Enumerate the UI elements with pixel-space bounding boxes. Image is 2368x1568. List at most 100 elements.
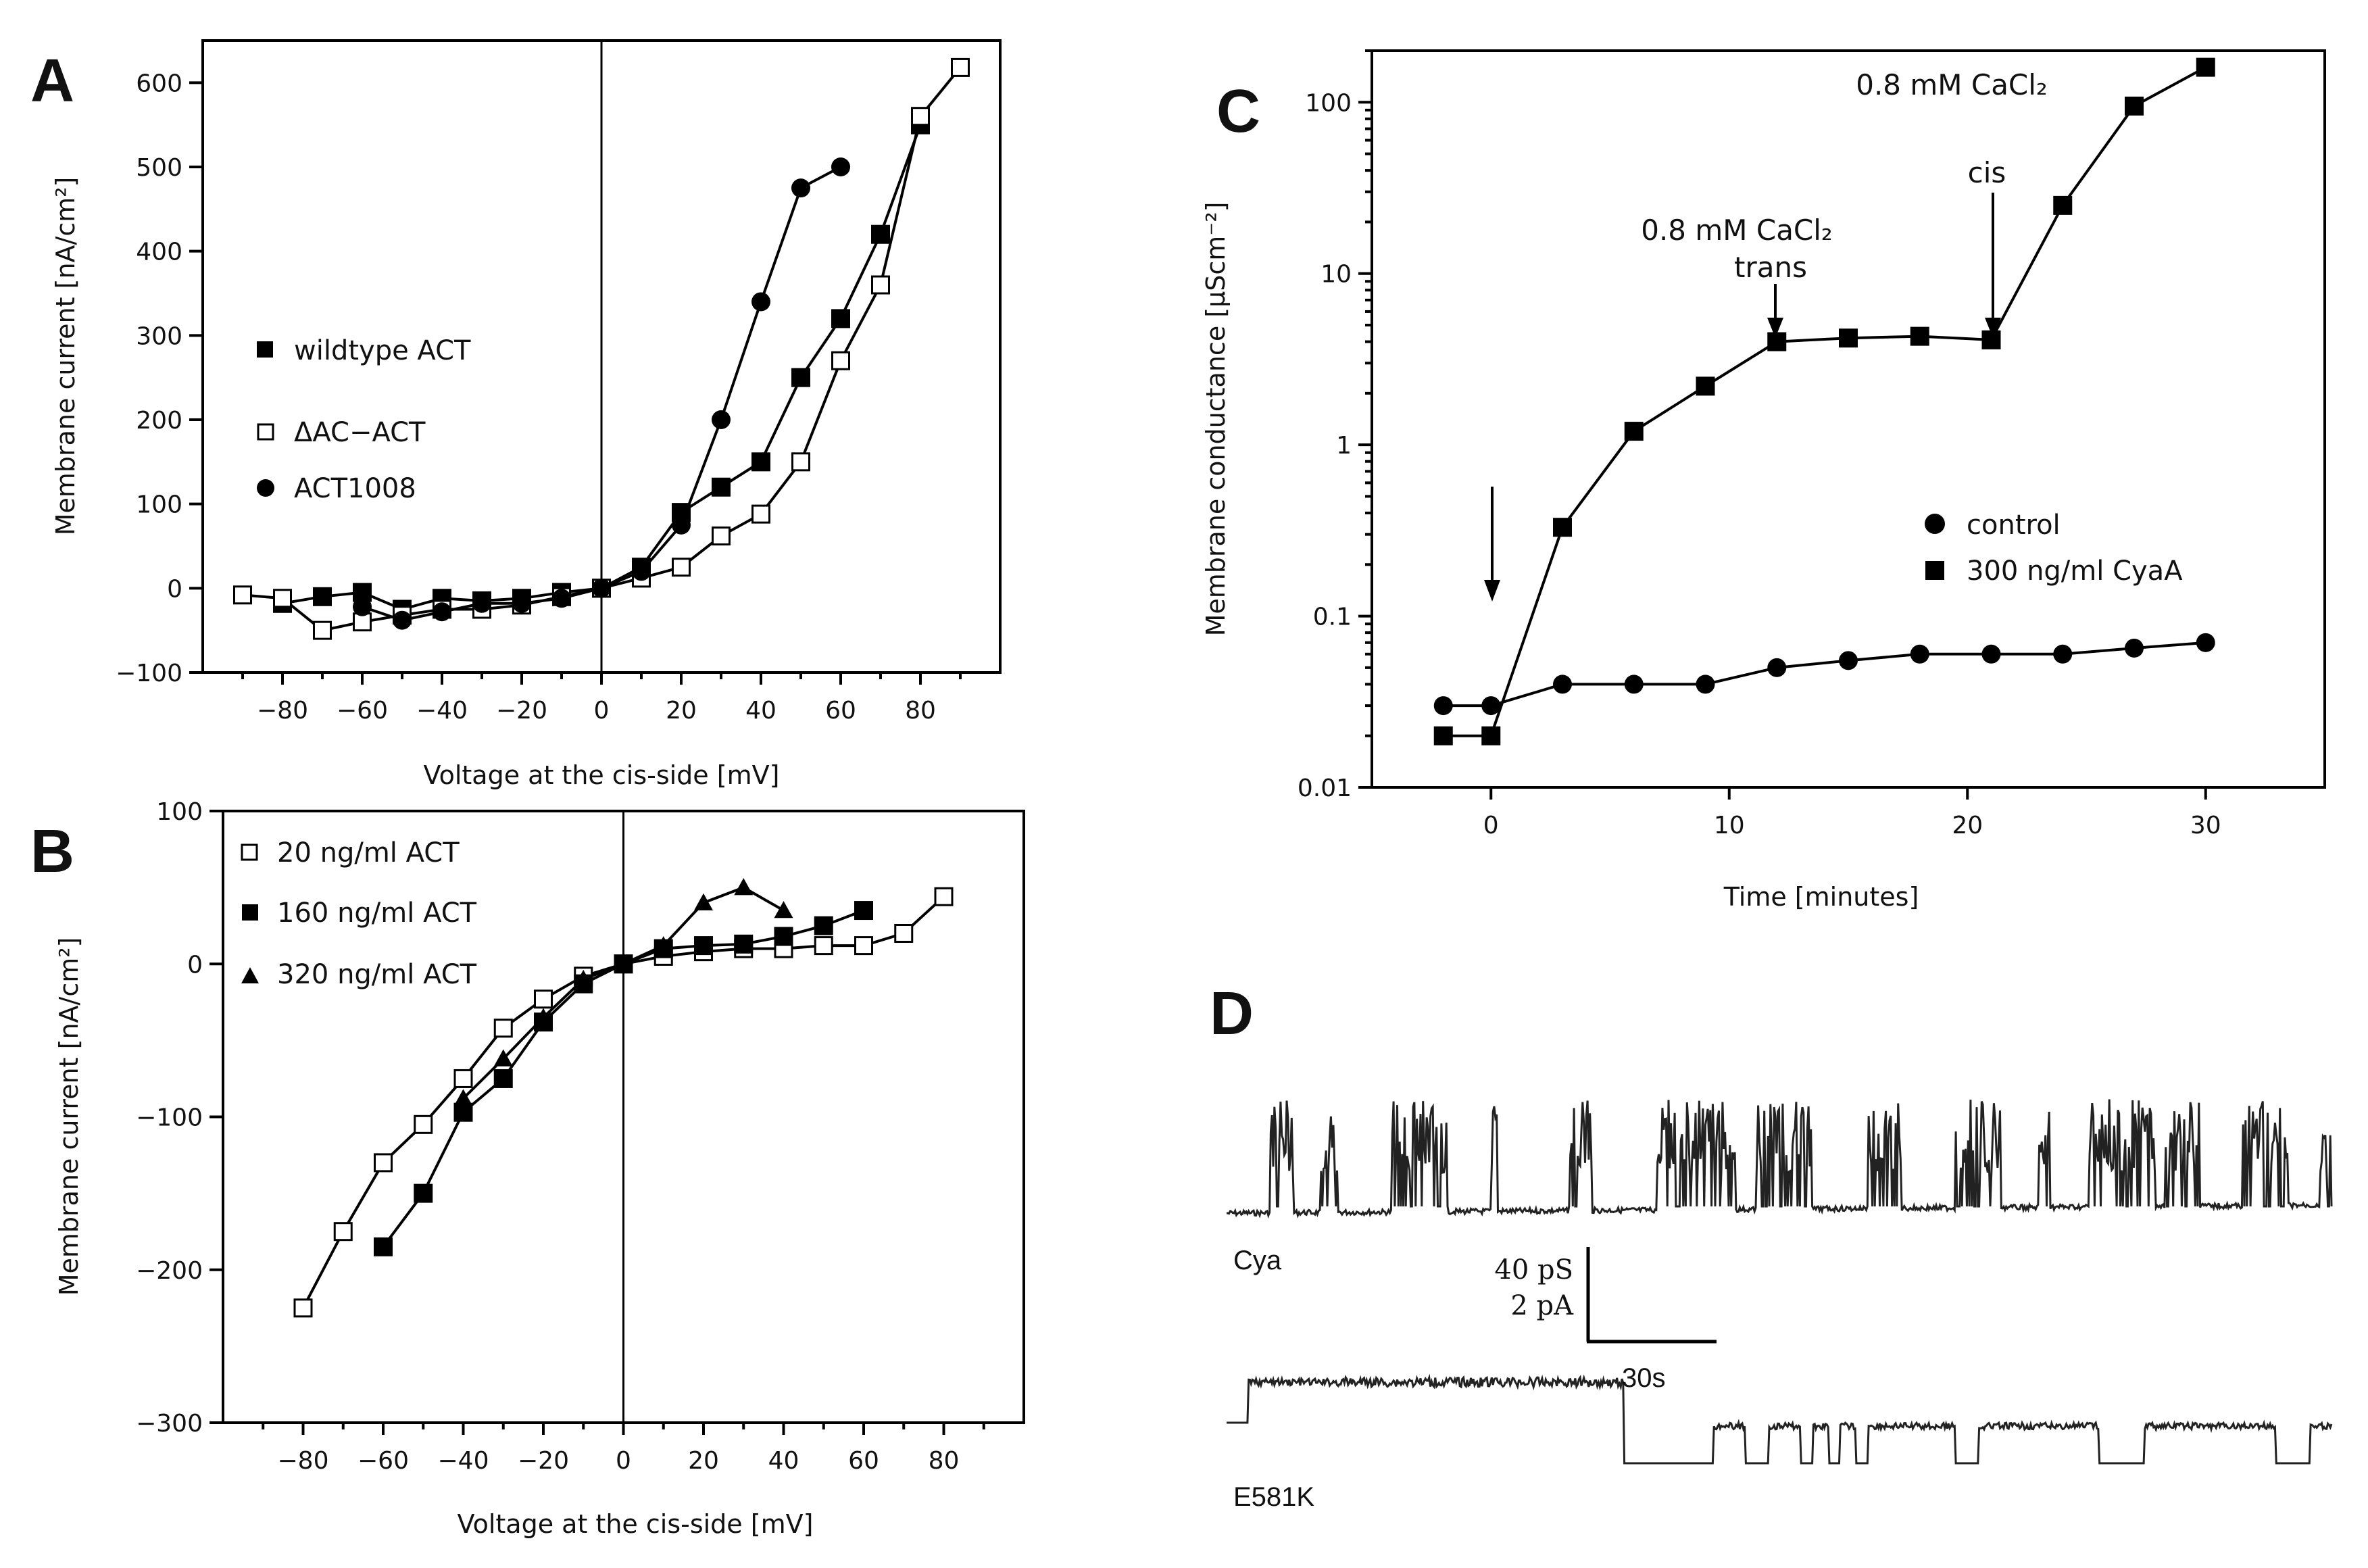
data-point xyxy=(831,309,850,328)
data-point xyxy=(734,934,754,954)
data-point xyxy=(854,936,873,956)
data-point xyxy=(1981,330,2001,349)
panel-c-letter: C xyxy=(1216,78,1260,145)
x-tick-label: −40 xyxy=(438,1447,489,1475)
x-tick-label: 20 xyxy=(688,1447,719,1475)
data-point xyxy=(712,477,731,497)
arrow-head-cis xyxy=(1985,318,2001,338)
data-point xyxy=(2053,195,2073,215)
data-point xyxy=(791,368,810,387)
legend-marker-square-open xyxy=(257,423,274,441)
legend-marker-circle-filled xyxy=(1925,514,1945,534)
legend-wildtype-act: wildtype ACT xyxy=(294,335,471,366)
legend-20-ng: 20 ng/ml ACT xyxy=(277,837,460,868)
data-point xyxy=(712,526,731,546)
x-tick-label: −60 xyxy=(337,697,388,725)
data-point xyxy=(592,579,611,598)
panel-c-frame xyxy=(1371,49,2326,789)
data-point xyxy=(911,107,930,126)
data-point xyxy=(1696,376,1715,396)
y-tick-label: 100 xyxy=(1305,89,1352,117)
scale-pS: 40 pS xyxy=(1494,1254,1573,1285)
panel-a: A −80 −60 −40 −20 0 20 40 60 80 −100 0 100 200 300 400… xyxy=(30,39,1002,790)
data-point xyxy=(751,452,770,472)
data-point xyxy=(574,969,593,987)
legend-160-ng: 160 ng/ml ACT xyxy=(277,898,477,929)
data-point xyxy=(814,916,833,935)
y-tick-label: 0.1 xyxy=(1313,604,1352,631)
data-point xyxy=(552,589,571,608)
y-tick-label: 10 xyxy=(1321,261,1352,289)
annotation-cis-line1: 0.8 mM CaCl₂ xyxy=(1856,68,2048,101)
scale-bar: 40 pS 2 pA 30s xyxy=(1494,1247,1717,1393)
data-point xyxy=(871,275,890,295)
legend-cyaa: 300 ng/ml CyaA xyxy=(1967,556,2183,587)
panel-c-ticks: 0 10 20 30 0.01 0.1 1 10 100 xyxy=(1298,49,2221,839)
data-point xyxy=(694,893,713,910)
data-point xyxy=(2125,96,2144,116)
data-point xyxy=(1696,675,1715,694)
x-tick-label: 60 xyxy=(825,697,856,725)
data-point xyxy=(672,515,691,535)
x-tick-label: 40 xyxy=(745,697,776,725)
y-tick-label: 300 xyxy=(136,322,182,350)
legend-marker-square-open xyxy=(241,843,258,861)
data-point xyxy=(1433,696,1453,716)
data-point xyxy=(512,593,531,613)
data-point xyxy=(751,504,770,524)
x-tick-label: −20 xyxy=(496,697,547,725)
data-point xyxy=(831,351,850,370)
y-tick-label: 1 xyxy=(1336,432,1352,460)
y-tick-label: −100 xyxy=(136,1104,203,1132)
panel-a-ylabel: Membrane current [nA/cm²] xyxy=(51,177,80,536)
data-point xyxy=(374,1153,393,1173)
arrow-head-trans xyxy=(1767,318,1783,338)
data-point xyxy=(951,57,970,77)
data-point xyxy=(1553,518,1572,537)
annotation-trans-line1: 0.8 mM CaCl₂ xyxy=(1641,214,1833,247)
x-tick-label: 80 xyxy=(905,697,936,725)
panel-d-letter: D xyxy=(1210,980,1254,1048)
trace-e581k xyxy=(1227,1373,2333,1465)
x-tick-label: 0 xyxy=(594,697,610,725)
panel-b-xlabel: Voltage at the cis-side [mV] xyxy=(458,1509,814,1539)
data-point xyxy=(871,224,890,244)
panel-a-plot xyxy=(233,57,970,640)
data-point xyxy=(393,610,412,630)
y-tick-label: −200 xyxy=(136,1257,203,1285)
panel-a-legend: wildtype ACT ΔAC−ACT ACT1008 xyxy=(257,335,471,504)
x-tick-label: 80 xyxy=(929,1447,960,1475)
data-point xyxy=(734,878,754,896)
data-point xyxy=(1839,651,1858,670)
data-point xyxy=(433,602,451,622)
legend-dac-act: ΔAC−ACT xyxy=(294,417,426,448)
data-point xyxy=(472,593,491,613)
legend-control: control xyxy=(1967,510,2061,541)
x-tick-label: −80 xyxy=(257,697,308,725)
panel-b-letter: B xyxy=(30,818,74,885)
data-point xyxy=(453,1069,473,1088)
legend-marker-square-filled xyxy=(242,904,258,921)
data-point xyxy=(414,1114,433,1134)
data-point xyxy=(1433,726,1453,745)
data-point xyxy=(273,589,292,608)
legend-marker-circle-filled xyxy=(257,479,274,497)
legend-marker-square-filled xyxy=(1925,561,1944,580)
x-tick-label: 30 xyxy=(2190,812,2221,839)
data-point xyxy=(534,989,553,1009)
data-point xyxy=(774,927,793,946)
data-point xyxy=(614,954,633,972)
data-point xyxy=(632,562,651,581)
data-point xyxy=(1481,696,1501,716)
x-tick-label: −20 xyxy=(518,1447,569,1475)
series-line xyxy=(1443,641,2206,708)
y-tick-label: 400 xyxy=(136,239,182,266)
annotation-arrows xyxy=(1484,193,2001,602)
x-tick-label: 10 xyxy=(1714,812,1745,839)
annotation-cis-line2: cis xyxy=(1968,156,2006,189)
y-tick-label: 0.01 xyxy=(1298,775,1352,802)
data-point xyxy=(814,936,833,956)
x-tick-label: 0 xyxy=(616,1447,631,1475)
data-point xyxy=(313,620,332,640)
data-point xyxy=(653,936,673,954)
